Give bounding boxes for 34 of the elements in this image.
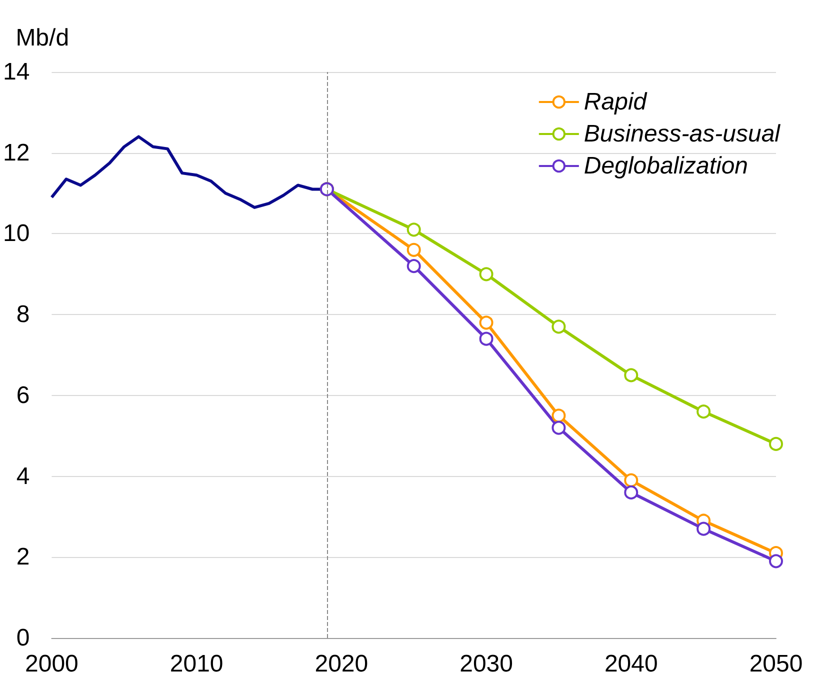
x-tick-label: 2020: [314, 650, 368, 678]
point: [552, 320, 566, 334]
point: [624, 368, 638, 382]
point: [624, 473, 638, 488]
x-tick-label: 2050: [749, 650, 803, 678]
point: [479, 267, 494, 282]
point: [479, 316, 494, 330]
y-tick-label: 10: [2, 220, 30, 248]
point: [624, 485, 638, 500]
point: [406, 259, 421, 274]
point: [479, 332, 494, 346]
x-tick-label: 2040: [604, 650, 658, 678]
x-tick-label: 2010: [170, 650, 224, 678]
y-tick-label: 0: [16, 624, 30, 652]
point: [696, 404, 711, 419]
point: [406, 242, 421, 257]
point: [696, 522, 711, 536]
point: [769, 436, 783, 451]
x-tick-label: 2030: [460, 650, 513, 678]
legend-label: Business-as-usual: [584, 120, 781, 148]
y-tick-label: 14: [2, 58, 30, 86]
x-tick-label: 2000: [25, 650, 78, 678]
y-tick-label: 12: [2, 139, 30, 166]
y-tick-label: 8: [16, 301, 30, 328]
point: [769, 554, 783, 568]
y-axis-title: Mb/d: [16, 24, 70, 52]
legend-label: Rapid: [584, 88, 648, 116]
legend-label: Deglobalization: [584, 152, 748, 180]
point: [552, 420, 566, 435]
y-tick-label: 6: [16, 382, 30, 409]
point: [552, 408, 566, 423]
point: [406, 222, 421, 237]
y-tick-label: 4: [16, 462, 30, 490]
y-tick-label: 2: [16, 544, 30, 571]
